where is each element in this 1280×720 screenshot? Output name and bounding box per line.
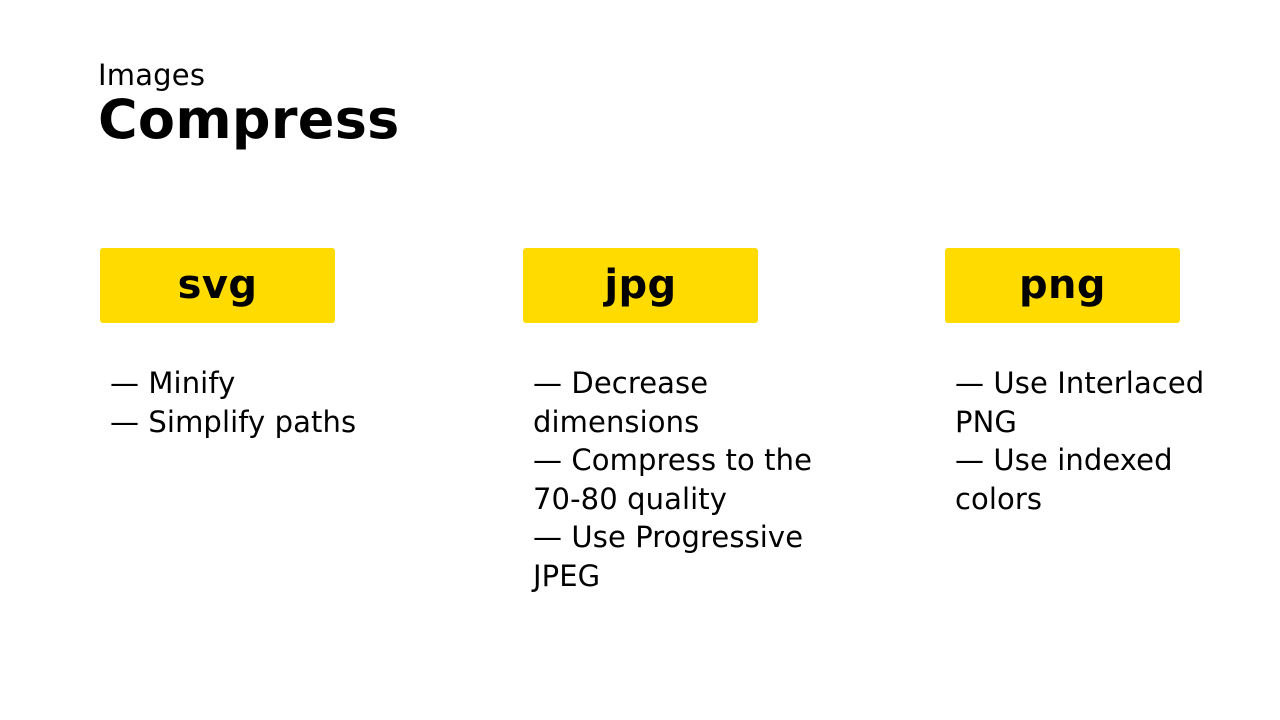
jpg-tip-progressive-jpeg: — Use Progressive JPEG — [533, 520, 804, 593]
jpg-tip-compress-quality: — Compress to the 70-80 quality — [533, 443, 813, 516]
jpg-format-tag: jpg — [523, 248, 758, 323]
png-tips-list: — Use Interlaced PNG — Use indexed color… — [955, 364, 1255, 518]
png-format-tag: png — [945, 248, 1180, 323]
jpg-tips-list: — Decrease dimensions — Compress to the … — [533, 364, 833, 595]
svg-tip-simplify-paths: — Simplify paths — [110, 404, 357, 439]
svg-tips-list: — Minify — Simplify paths — [110, 364, 410, 441]
png-column: png — Use Interlaced PNG — Use indexed c… — [945, 248, 1245, 516]
svg-tip-minify: — Minify — [110, 366, 236, 400]
png-tip-interlaced-png: — Use Interlaced PNG — [955, 366, 1205, 439]
jpg-tip-decrease-dimensions: — Decrease dimensions — [533, 366, 709, 439]
slide-eyebrow: Images — [98, 58, 206, 92]
jpg-column: jpg — Decrease dimensions — Compress to … — [523, 248, 823, 593]
svg-column: svg — Minify — Simplify paths — [100, 248, 400, 439]
svg-format-tag: svg — [100, 248, 335, 323]
slide-title: Compress — [98, 88, 400, 151]
png-tip-indexed-colors: — Use indexed colors — [955, 443, 1173, 516]
